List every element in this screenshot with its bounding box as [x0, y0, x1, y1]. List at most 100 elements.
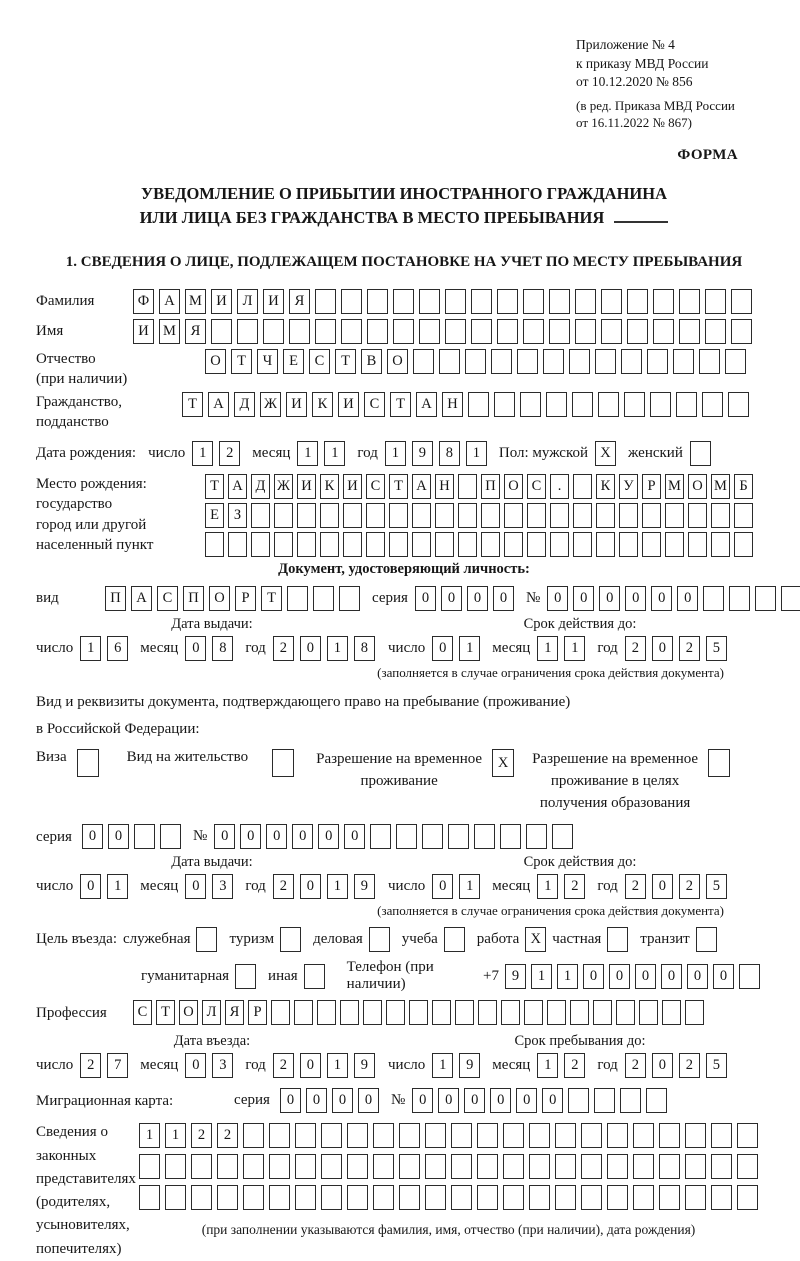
doc-kind-label: вид — [36, 590, 59, 607]
form-cell — [647, 349, 668, 375]
visa-label: Виза — [36, 749, 67, 766]
form-cell: 0 — [687, 963, 708, 989]
form-cell: Т — [231, 349, 252, 375]
form-cell: Ф — [133, 289, 154, 315]
form-cell: 9 — [353, 1053, 375, 1079]
form-cell: У — [619, 474, 638, 500]
form-cell — [500, 824, 522, 850]
form-cell — [373, 1185, 394, 1211]
form-cell — [477, 1123, 498, 1149]
form-cell: 1 — [537, 1053, 559, 1079]
form-cell: 0 — [625, 586, 647, 612]
form-cell: А — [159, 289, 180, 315]
form-cell: 1 — [326, 874, 348, 900]
form-cell — [529, 1123, 550, 1149]
form-cell: 0 — [651, 586, 673, 612]
form-cell — [642, 503, 661, 529]
form-cell: 0 — [677, 586, 699, 612]
form-cell: 2 — [191, 1123, 212, 1149]
form-cell: И — [343, 474, 362, 500]
form-cell — [425, 1185, 446, 1211]
form-cell: 1 — [432, 1053, 454, 1079]
form-cell — [550, 503, 569, 529]
form-cell — [448, 824, 470, 850]
representatives-label-line: (родителях, — [36, 1194, 111, 1211]
form-cell: 0 — [609, 963, 630, 989]
form-cell — [340, 1000, 359, 1026]
form-cell: 0 — [279, 1088, 301, 1114]
form-cell — [481, 532, 500, 558]
form-cell: Е — [205, 503, 224, 529]
form-cell — [569, 349, 590, 375]
form-cell — [228, 532, 247, 558]
page-number-blank — [614, 211, 669, 224]
form-cell: 0 — [490, 1088, 512, 1114]
temp-permit-label-line2: проживание — [360, 772, 438, 789]
form-cell — [455, 1000, 474, 1026]
purpose-humanitarian-label: гуманитарная — [141, 967, 230, 984]
form-cell: 0 — [344, 824, 366, 850]
form-cell — [685, 1185, 706, 1211]
appendix-line: Приложение № 4 — [576, 37, 675, 52]
month-label: месяц — [140, 1057, 179, 1074]
form-cell: О — [387, 349, 408, 375]
year-label: год — [597, 640, 618, 657]
form-cell — [598, 391, 619, 417]
form-cell — [575, 289, 596, 315]
form-cell — [549, 289, 570, 315]
form-cell — [624, 391, 645, 417]
form-cell: А — [228, 474, 247, 500]
form-cell — [653, 289, 674, 315]
form-cell: 0 — [438, 1088, 460, 1114]
form-cell — [445, 319, 466, 345]
form-cell — [607, 1154, 628, 1180]
form-title-line2: ИЛИ ЛИЦА БЕЗ ГРАЖДАНСТВА В МЕСТО ПРЕБЫВА… — [36, 206, 772, 230]
form-cell — [573, 503, 592, 529]
month-label: месяц — [492, 878, 531, 895]
form-cell: 1 — [326, 636, 348, 662]
form-cell — [458, 474, 477, 500]
purpose-other-label: иная — [268, 967, 298, 984]
form-cell — [595, 349, 616, 375]
representatives-label-line: попечителях) — [36, 1240, 122, 1257]
form-cell: 2 — [272, 1053, 294, 1079]
appendix-line: к приказу МВД России — [576, 55, 709, 71]
form-cell: 1 — [107, 874, 129, 900]
form-cell: Р — [248, 1000, 267, 1026]
form-cell: 1 — [459, 636, 481, 662]
form-cell — [688, 532, 707, 558]
form-cell — [366, 532, 385, 558]
form-cell: Л — [202, 1000, 221, 1026]
form-cell — [413, 349, 434, 375]
form-cell: 2 — [678, 636, 700, 662]
form-cell — [159, 824, 181, 850]
form-cell: 1 — [324, 441, 346, 467]
representatives-note: (при заполнении указываются фамилия, имя… — [201, 1222, 696, 1238]
purpose-business-checkbox — [368, 927, 390, 953]
form-cell: 0 — [713, 963, 734, 989]
sex-female-label: женский — [628, 445, 683, 462]
form-cell — [552, 824, 574, 850]
form-cell — [711, 532, 730, 558]
form-cell: 9 — [411, 441, 433, 467]
form-cell — [295, 1123, 316, 1149]
form-cell — [274, 532, 293, 558]
representatives-label-line: усыновителях, — [36, 1217, 130, 1234]
form-cell: 2 — [624, 874, 646, 900]
form-cell — [573, 474, 592, 500]
form-cell: Л — [237, 289, 258, 315]
form-cell: 5 — [705, 874, 727, 900]
birth-place-label-line: город или другой — [36, 516, 147, 533]
form-cell — [477, 1185, 498, 1211]
purpose-business-label: деловая — [313, 931, 363, 948]
day-label: число — [388, 878, 426, 895]
year-label: год — [357, 445, 378, 462]
